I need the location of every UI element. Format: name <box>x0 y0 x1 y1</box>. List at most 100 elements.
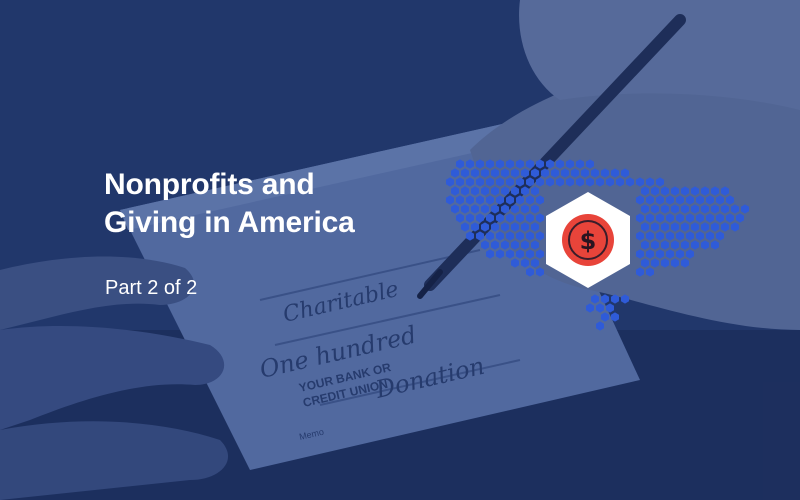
map-hex-dot <box>496 231 504 241</box>
map-hex-dot <box>476 177 484 187</box>
map-hex-dot <box>601 312 609 322</box>
map-hex-dot <box>681 222 689 232</box>
map-hex-dot <box>486 249 494 259</box>
map-hex-dot <box>666 231 674 241</box>
svg-text:$: $ <box>580 227 597 255</box>
map-hex-dot <box>596 303 604 313</box>
map-hex-dot <box>686 213 694 223</box>
map-hex-dot <box>466 213 474 223</box>
map-hex-dot <box>676 195 684 205</box>
map-hex-dot <box>566 177 574 187</box>
map-hex-dot <box>456 177 464 187</box>
map-hex-dot <box>651 258 659 268</box>
map-hex-dot <box>496 249 504 259</box>
map-hex-dot <box>491 168 499 178</box>
map-hex-dot <box>661 186 669 196</box>
map-hex-dot <box>741 204 749 214</box>
map-hex-dot <box>536 195 544 205</box>
map-hex-dot <box>526 231 534 241</box>
map-hex-dot <box>726 195 734 205</box>
map-hex-dot <box>601 294 609 304</box>
map-hex-dot <box>716 231 724 241</box>
map-hex-dot <box>676 231 684 241</box>
map-hex-dot <box>651 204 659 214</box>
map-hex-dot <box>481 168 489 178</box>
map-hex-dot <box>451 204 459 214</box>
map-hex-dot <box>636 231 644 241</box>
map-hex-dot <box>556 159 564 169</box>
map-hex-dot <box>516 159 524 169</box>
map-hex-dot <box>626 177 634 187</box>
map-hex-dot <box>591 294 599 304</box>
map-hex-dot <box>726 213 734 223</box>
map-hex-dot <box>701 240 709 250</box>
map-hex-dot <box>716 213 724 223</box>
map-hex-dot <box>481 186 489 196</box>
map-hex-dot <box>636 267 644 277</box>
map-hex-dot <box>646 231 654 241</box>
map-hex-dot <box>536 267 544 277</box>
map-hex-dot <box>491 186 499 196</box>
map-hex-dot <box>531 240 539 250</box>
map-hex-dot <box>546 159 554 169</box>
map-hex-dot <box>506 231 514 241</box>
map-hex-dot <box>681 186 689 196</box>
map-hex-dot <box>721 204 729 214</box>
map-hex-dot <box>451 168 459 178</box>
map-hex-dot <box>531 168 539 178</box>
map-hex-dot <box>666 249 674 259</box>
map-hex-dot <box>516 177 524 187</box>
map-hex-dot <box>711 204 719 214</box>
map-hex-dot <box>491 240 499 250</box>
map-hex-dot <box>486 177 494 187</box>
map-hex-dot <box>691 222 699 232</box>
map-hex-dot <box>641 186 649 196</box>
map-hex-dot <box>531 258 539 268</box>
map-hex-dot <box>476 231 484 241</box>
map-hex-dot <box>486 159 494 169</box>
map-hex-dot <box>501 168 509 178</box>
map-hex-dot <box>646 213 654 223</box>
map-hex-dot <box>606 303 614 313</box>
map-hex-dot <box>656 177 664 187</box>
map-hex-dot <box>511 222 519 232</box>
map-hex-dot <box>681 240 689 250</box>
map-hex-dot <box>526 249 534 259</box>
map-hex-dot <box>596 321 604 331</box>
map-hex-dot <box>641 204 649 214</box>
map-hex-dot <box>466 195 474 205</box>
map-hex-dot <box>451 186 459 196</box>
map-hex-dot <box>611 168 619 178</box>
map-hex-dot <box>711 222 719 232</box>
map-hex-dot <box>531 222 539 232</box>
map-hex-dot <box>691 186 699 196</box>
map-hex-dot <box>646 249 654 259</box>
map-hex-dot <box>676 213 684 223</box>
map-hex-dot <box>556 177 564 187</box>
map-hex-dot <box>711 186 719 196</box>
map-hex-dot <box>476 213 484 223</box>
map-hex-dot <box>511 240 519 250</box>
map-hex-dot <box>676 249 684 259</box>
map-hex-dot <box>521 204 529 214</box>
map-hex-dot <box>456 159 464 169</box>
map-hex-dot <box>501 222 509 232</box>
map-hex-dot <box>606 177 614 187</box>
map-hex-dot <box>561 168 569 178</box>
map-hex-dot <box>671 240 679 250</box>
map-hex-dot <box>486 195 494 205</box>
map-hex-dot <box>671 222 679 232</box>
map-hex-dot <box>516 249 524 259</box>
map-hex-dot <box>616 177 624 187</box>
map-hex-dot <box>526 195 534 205</box>
map-hex-dot <box>506 159 514 169</box>
usa-hexagon-map-icon <box>446 159 749 331</box>
map-hex-dot <box>481 222 489 232</box>
page-title: Nonprofits and Giving in America <box>104 166 355 242</box>
map-hex-dot <box>496 177 504 187</box>
map-hex-dot <box>651 222 659 232</box>
map-hex-dot <box>511 258 519 268</box>
